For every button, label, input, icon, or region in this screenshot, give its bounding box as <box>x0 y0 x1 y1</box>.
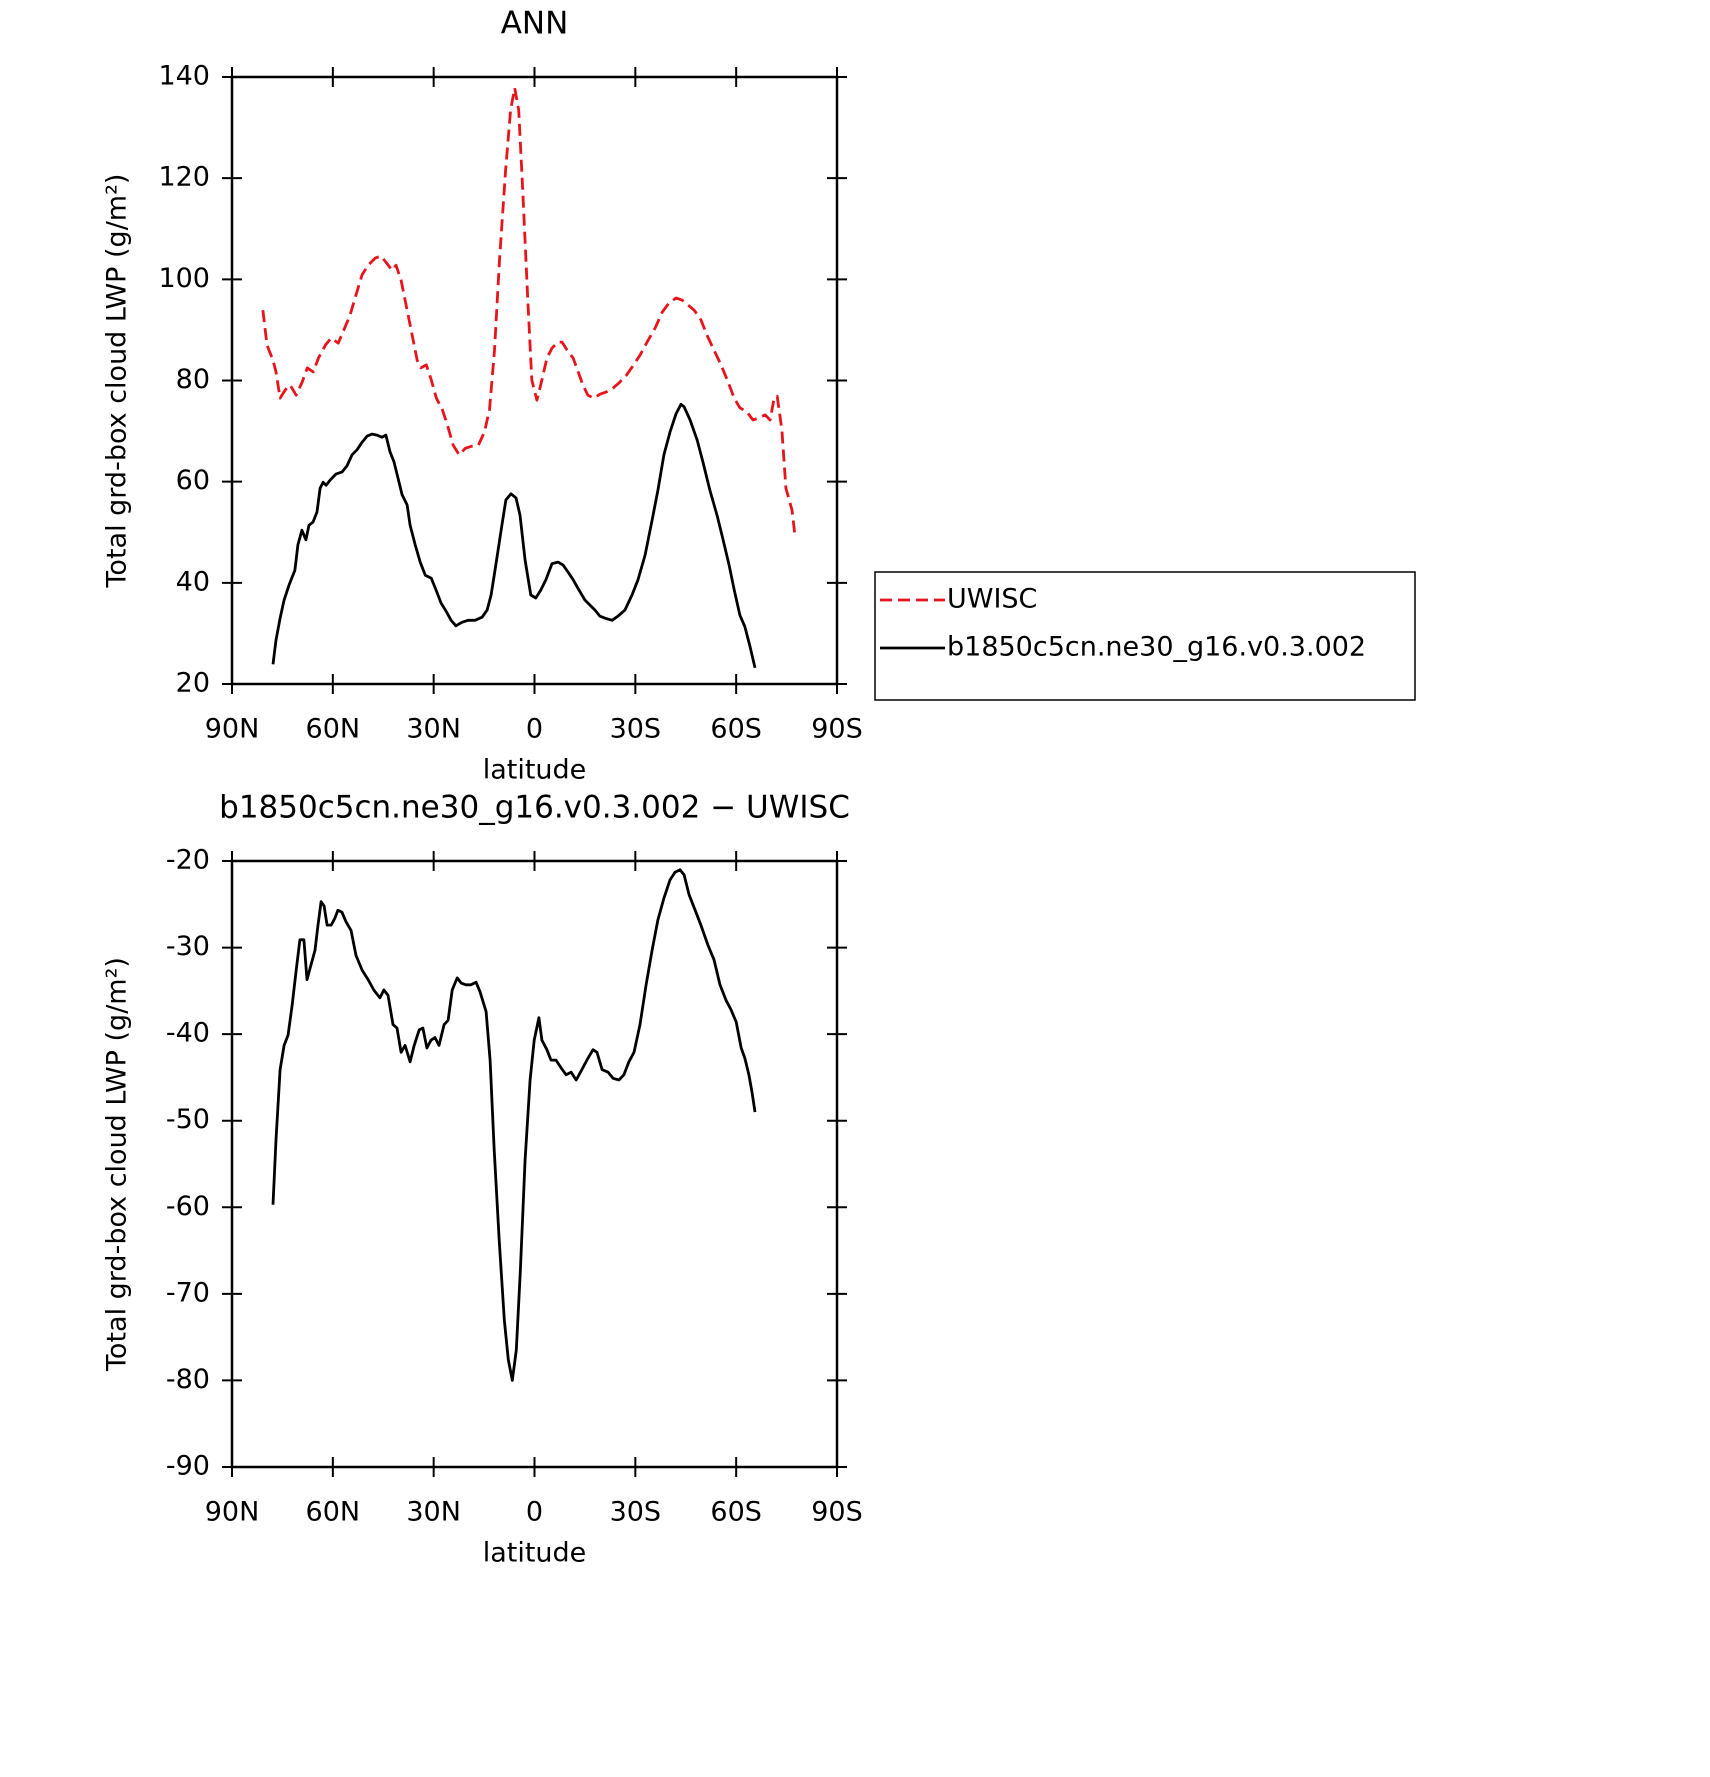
x-tick-label: 60N <box>306 714 361 745</box>
y-tick-label: -40 <box>166 1018 210 1049</box>
data-line <box>261 86 797 536</box>
legend-label: b1850c5cn.ne30_g16.v0.3.002 <box>947 632 1366 663</box>
x-tick-label: 90N <box>205 714 260 745</box>
y-tick-label: -20 <box>166 845 210 876</box>
y-tick-label: 20 <box>176 668 210 699</box>
y-tick-label: -90 <box>166 1451 210 1482</box>
legend-label: UWISC <box>947 584 1037 615</box>
x-tick-label: 30S <box>610 1497 662 1528</box>
y-tick-label: -70 <box>166 1277 210 1308</box>
y-axis-label: Total grd-box cloud LWP (g/m²) <box>102 957 133 1372</box>
chart-title: b1850c5cn.ne30_g16.v0.3.002 − UWISC <box>219 790 850 826</box>
x-axis-label: latitude <box>483 1538 587 1569</box>
x-axis-label: latitude <box>483 755 587 786</box>
chart-title: ANN <box>501 6 569 42</box>
x-tick-label: 30S <box>610 714 662 745</box>
data-line <box>271 402 757 669</box>
y-tick-label: 100 <box>158 263 210 294</box>
x-tick-label: 60S <box>710 714 762 745</box>
data-line <box>271 868 757 1382</box>
plot-frame <box>230 859 839 1469</box>
y-tick-label: 120 <box>158 162 210 193</box>
y-tick-label: 80 <box>176 364 210 395</box>
x-tick-label: 60N <box>306 1497 361 1528</box>
y-tick-label: -80 <box>166 1364 210 1395</box>
y-tick-label: -50 <box>166 1104 210 1135</box>
y-tick-label: -60 <box>166 1191 210 1222</box>
x-tick-label: 0 <box>526 1497 543 1528</box>
x-tick-label: 30N <box>406 1497 461 1528</box>
plot-frame <box>230 75 839 686</box>
x-tick-label: 30N <box>406 714 461 745</box>
y-axis-label: Total grd-box cloud LWP (g/m²) <box>102 174 133 589</box>
x-tick-label: 90S <box>811 714 863 745</box>
legend-box <box>874 571 1416 701</box>
y-tick-label: 60 <box>176 465 210 496</box>
y-tick-label: 40 <box>176 566 210 597</box>
x-tick-label: 90S <box>811 1497 863 1528</box>
y-tick-label: -30 <box>166 931 210 962</box>
x-tick-label: 90N <box>205 1497 260 1528</box>
x-tick-label: 0 <box>526 714 543 745</box>
x-tick-label: 60S <box>710 1497 762 1528</box>
y-tick-label: 140 <box>158 61 210 92</box>
